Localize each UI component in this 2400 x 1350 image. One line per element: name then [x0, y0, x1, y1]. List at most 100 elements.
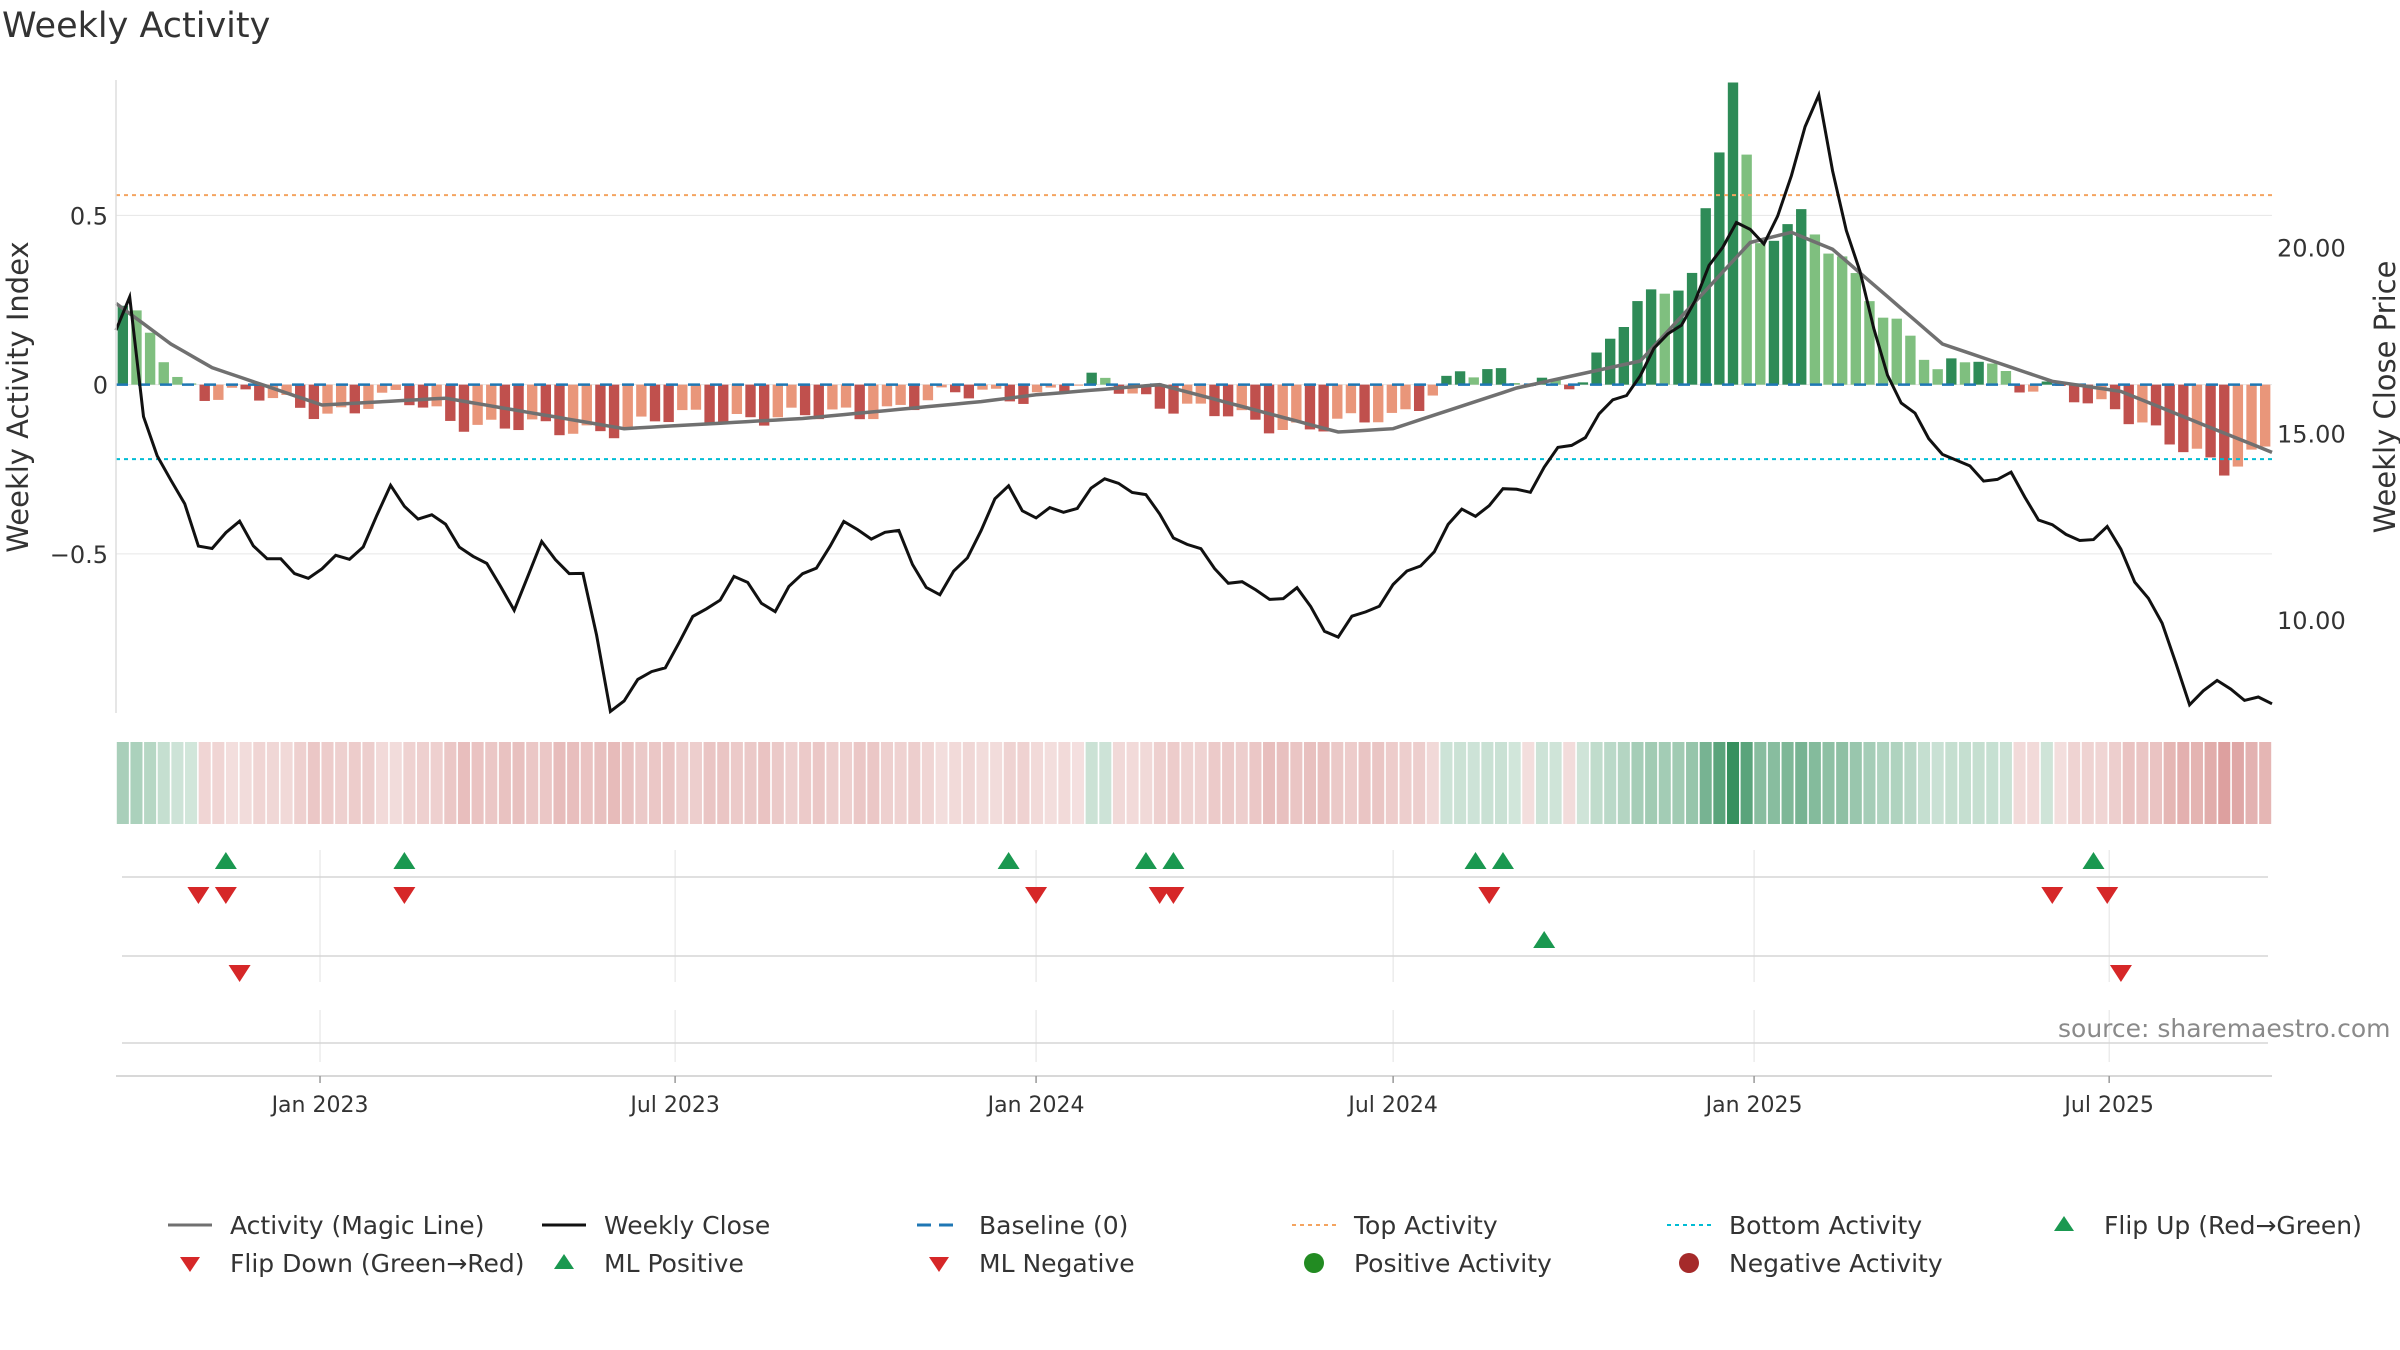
- heatmap-cell: [225, 742, 239, 824]
- heatmap-cell: [2109, 742, 2122, 824]
- triangle-up-icon: [2040, 1205, 2088, 1245]
- heatmap-cell: [1563, 742, 1576, 824]
- heatmap-cell: [1726, 742, 1740, 824]
- activity-bar: [2014, 384, 2025, 393]
- activity-bar: [1673, 290, 1684, 385]
- activity-bar: [2082, 384, 2093, 404]
- legend-item-bottom-activity: Bottom Activity: [1665, 1205, 1922, 1245]
- heatmap-cell: [908, 742, 921, 824]
- heatmap-cell: [962, 742, 975, 824]
- heatmap-cell: [1849, 742, 1862, 824]
- activity-bar: [909, 384, 920, 411]
- heatmap-cell: [1413, 742, 1426, 824]
- heatmap-cell: [2245, 742, 2258, 824]
- activity-bar: [581, 384, 592, 426]
- heatmap-cell: [1249, 742, 1262, 824]
- legend-item-weekly-close: Weekly Close: [540, 1205, 770, 1245]
- heatmap-cell: [1112, 742, 1125, 824]
- activity-bar: [1154, 384, 1166, 409]
- activity-bar: [1987, 363, 1998, 385]
- activity-bar: [158, 362, 169, 385]
- activity-bar: [608, 384, 620, 439]
- legend-label: ML Positive: [604, 1248, 744, 1278]
- activity-bar: [799, 384, 811, 416]
- activity-bar: [458, 384, 470, 432]
- series-lines: [114, 89, 2273, 715]
- heatmap-cell: [239, 742, 252, 824]
- y2-tick-label: 10.00: [2277, 607, 2346, 635]
- heatmap-cell: [826, 742, 839, 824]
- activity-bar: [1605, 338, 1616, 385]
- activity-bar: [881, 384, 893, 407]
- heatmap-cell: [867, 742, 880, 824]
- activity-bar: [1127, 384, 1138, 394]
- heatmap-cell: [1085, 742, 1098, 824]
- heatmap-cell: [2204, 742, 2217, 824]
- heatmap-cell: [785, 742, 798, 824]
- heatmap-cell: [1522, 742, 1535, 824]
- heatmap-cell: [730, 742, 743, 824]
- heatmap-cell: [1686, 742, 1699, 824]
- heatmap-cell: [457, 742, 470, 824]
- heatmap-cell: [253, 742, 266, 824]
- activity-bar: [1059, 384, 1070, 393]
- heatmap-cell: [2218, 742, 2231, 824]
- heatmap-cell: [2068, 742, 2081, 824]
- activity-bar: [567, 384, 579, 434]
- heatmap-cell: [608, 742, 621, 824]
- heatmap-cell: [1617, 742, 1630, 824]
- heatmap-cell: [1890, 742, 1903, 824]
- activity-bar: [1495, 368, 1507, 385]
- heatmap-cell: [1290, 742, 1303, 824]
- heatmap-cell: [144, 742, 157, 824]
- flip-up-marker: [2082, 852, 2105, 869]
- legend-item-flip-up: Flip Up (Red→Green): [2040, 1205, 2362, 1245]
- activity-bar: [786, 384, 797, 408]
- heatmap-cell: [744, 742, 757, 824]
- heatmap-cell: [594, 742, 607, 824]
- heatmap-cell: [1467, 742, 1480, 824]
- x-tick-label: Jul 2023: [628, 1093, 720, 1118]
- activity-bar: [2000, 371, 2012, 385]
- heatmap-cell: [1263, 742, 1276, 824]
- activity-bar: [1359, 384, 1370, 423]
- heatmap-cell: [157, 742, 170, 824]
- flip-up-marker: [214, 852, 237, 869]
- activity-bar: [1318, 384, 1329, 432]
- activity-bar: [1564, 384, 1575, 390]
- activity-bar: [1413, 384, 1425, 411]
- heatmap-cell: [1918, 742, 1931, 824]
- heatmap-cell: [2081, 742, 2094, 824]
- dot-orange: [1290, 1205, 1338, 1245]
- ml-negative-marker: [2109, 965, 2132, 982]
- heatmap-cell: [990, 742, 1003, 824]
- activity-bar: [1823, 253, 1834, 385]
- heatmap-cell: [1222, 742, 1235, 824]
- activity-bar: [322, 384, 333, 414]
- heatmap-cell: [2136, 742, 2149, 824]
- activity-bar: [1045, 384, 1056, 388]
- activity-bar: [1086, 372, 1097, 385]
- activity-bar: [2259, 384, 2271, 447]
- activity-bar: [335, 384, 347, 408]
- activity-bar: [1918, 359, 1930, 385]
- heatmap-cell: [1795, 742, 1808, 824]
- activity-bar: [554, 384, 565, 436]
- activity-bar: [758, 384, 770, 426]
- heatmap-cell: [280, 742, 293, 824]
- triangle-down-icon: [166, 1243, 214, 1283]
- heatmap-cell: [921, 742, 934, 824]
- heatmap-cell: [949, 742, 962, 824]
- activity-bar: [2246, 384, 2257, 450]
- activity-bar: [363, 384, 374, 409]
- legend-label: Negative Activity: [1729, 1248, 1943, 1278]
- activity-bar: [404, 384, 415, 406]
- dot-cyan: [1665, 1205, 1713, 1245]
- activity-bar: [1550, 380, 1561, 385]
- activity-bar: [1468, 377, 1479, 385]
- heatmap-cell: [2122, 742, 2135, 824]
- y-tick-label: 0.5: [70, 202, 108, 230]
- heatmap-cell: [648, 742, 662, 824]
- triangle-up-icon: [540, 1243, 588, 1283]
- activity-bar: [1850, 273, 1861, 385]
